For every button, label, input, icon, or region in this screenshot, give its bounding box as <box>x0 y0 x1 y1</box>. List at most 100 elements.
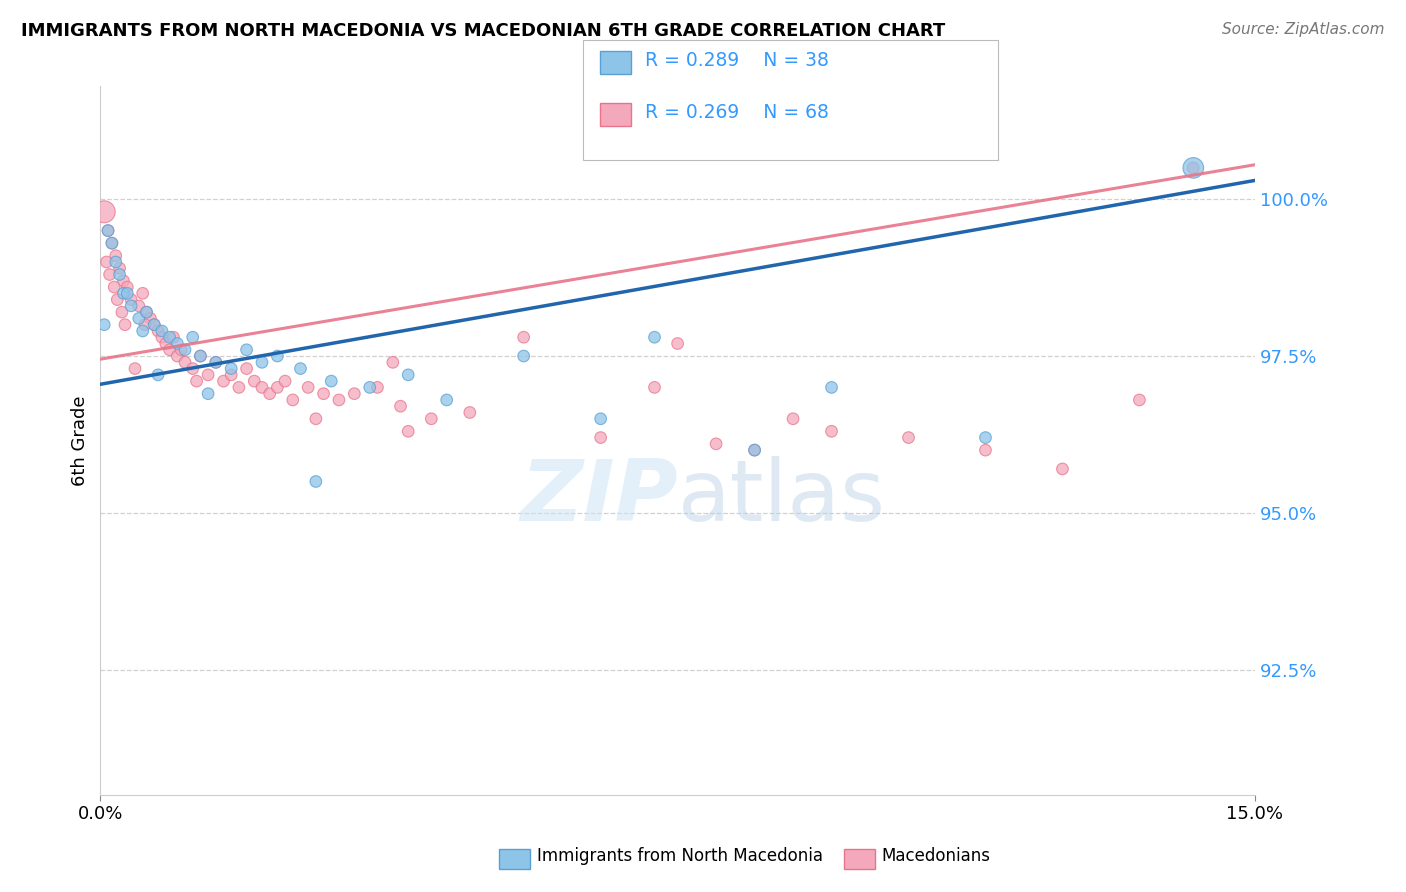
Point <box>101 236 124 251</box>
Point <box>143 318 166 332</box>
Point <box>117 280 139 294</box>
Point <box>120 293 142 307</box>
Point <box>458 405 481 419</box>
Point <box>128 299 150 313</box>
Point <box>186 374 208 388</box>
Point <box>212 374 235 388</box>
Point <box>243 374 266 388</box>
Point <box>139 311 162 326</box>
Point <box>174 343 197 357</box>
Point <box>219 361 242 376</box>
Point <box>93 204 115 219</box>
Point <box>589 431 612 445</box>
Point <box>150 330 173 344</box>
Point <box>228 380 250 394</box>
Point <box>97 224 120 238</box>
Point <box>1128 392 1150 407</box>
Point <box>166 349 188 363</box>
Text: atlas: atlas <box>678 456 886 539</box>
Point <box>197 368 219 382</box>
Point <box>166 336 188 351</box>
Point <box>204 355 226 369</box>
Point <box>512 330 534 344</box>
Point <box>897 431 920 445</box>
Point <box>128 311 150 326</box>
Point <box>744 443 766 458</box>
Point <box>155 336 177 351</box>
Point <box>359 380 381 394</box>
Point <box>366 380 388 394</box>
Point <box>259 386 281 401</box>
Point <box>266 349 288 363</box>
Point <box>420 411 443 425</box>
Point <box>197 386 219 401</box>
Point <box>820 380 842 394</box>
Point <box>134 318 156 332</box>
Point <box>181 330 204 344</box>
Text: Source: ZipAtlas.com: Source: ZipAtlas.com <box>1222 22 1385 37</box>
Point <box>105 293 128 307</box>
Point <box>250 355 273 369</box>
Point <box>93 318 115 332</box>
Point <box>396 368 419 382</box>
Point <box>381 355 404 369</box>
Point <box>112 286 135 301</box>
Point <box>389 399 412 413</box>
Point <box>159 343 181 357</box>
Point <box>135 305 157 319</box>
Point <box>104 255 127 269</box>
Point <box>150 324 173 338</box>
Point <box>666 336 689 351</box>
Point <box>103 280 125 294</box>
Point <box>744 443 766 458</box>
Point <box>305 411 328 425</box>
Point <box>305 475 328 489</box>
Point <box>174 355 197 369</box>
Text: Immigrants from North Macedonia: Immigrants from North Macedonia <box>537 847 823 865</box>
Point <box>143 318 166 332</box>
Point <box>1182 161 1205 175</box>
Point <box>974 443 997 458</box>
Point <box>112 274 135 288</box>
Point <box>146 368 169 382</box>
Point <box>436 392 458 407</box>
Text: R = 0.269    N = 68: R = 0.269 N = 68 <box>645 103 830 121</box>
Point <box>108 261 131 276</box>
Point <box>644 330 666 344</box>
Point <box>219 368 242 382</box>
Point <box>159 330 181 344</box>
Point <box>266 380 288 394</box>
Point <box>297 380 319 394</box>
Point <box>114 318 136 332</box>
Point <box>281 392 304 407</box>
Point <box>321 374 343 388</box>
Point <box>204 355 226 369</box>
Point <box>120 299 142 313</box>
Point <box>104 249 127 263</box>
Point <box>820 425 842 439</box>
Point <box>162 330 184 344</box>
Point <box>274 374 297 388</box>
Point <box>190 349 212 363</box>
Point <box>328 392 350 407</box>
Text: Macedonians: Macedonians <box>882 847 991 865</box>
Point <box>1182 161 1205 175</box>
Point <box>124 361 146 376</box>
Y-axis label: 6th Grade: 6th Grade <box>72 395 89 486</box>
Point <box>97 224 120 238</box>
Point <box>170 343 193 357</box>
Point <box>512 349 534 363</box>
Text: IMMIGRANTS FROM NORTH MACEDONIA VS MACEDONIAN 6TH GRADE CORRELATION CHART: IMMIGRANTS FROM NORTH MACEDONIA VS MACED… <box>21 22 945 40</box>
Point <box>190 349 212 363</box>
Point <box>589 411 612 425</box>
Point <box>96 255 118 269</box>
Point <box>290 361 312 376</box>
Point <box>131 286 153 301</box>
Point <box>98 268 121 282</box>
Point <box>396 425 419 439</box>
Point <box>181 361 204 376</box>
Point <box>146 324 169 338</box>
Point <box>343 386 366 401</box>
Point <box>117 286 139 301</box>
Point <box>1052 462 1074 476</box>
